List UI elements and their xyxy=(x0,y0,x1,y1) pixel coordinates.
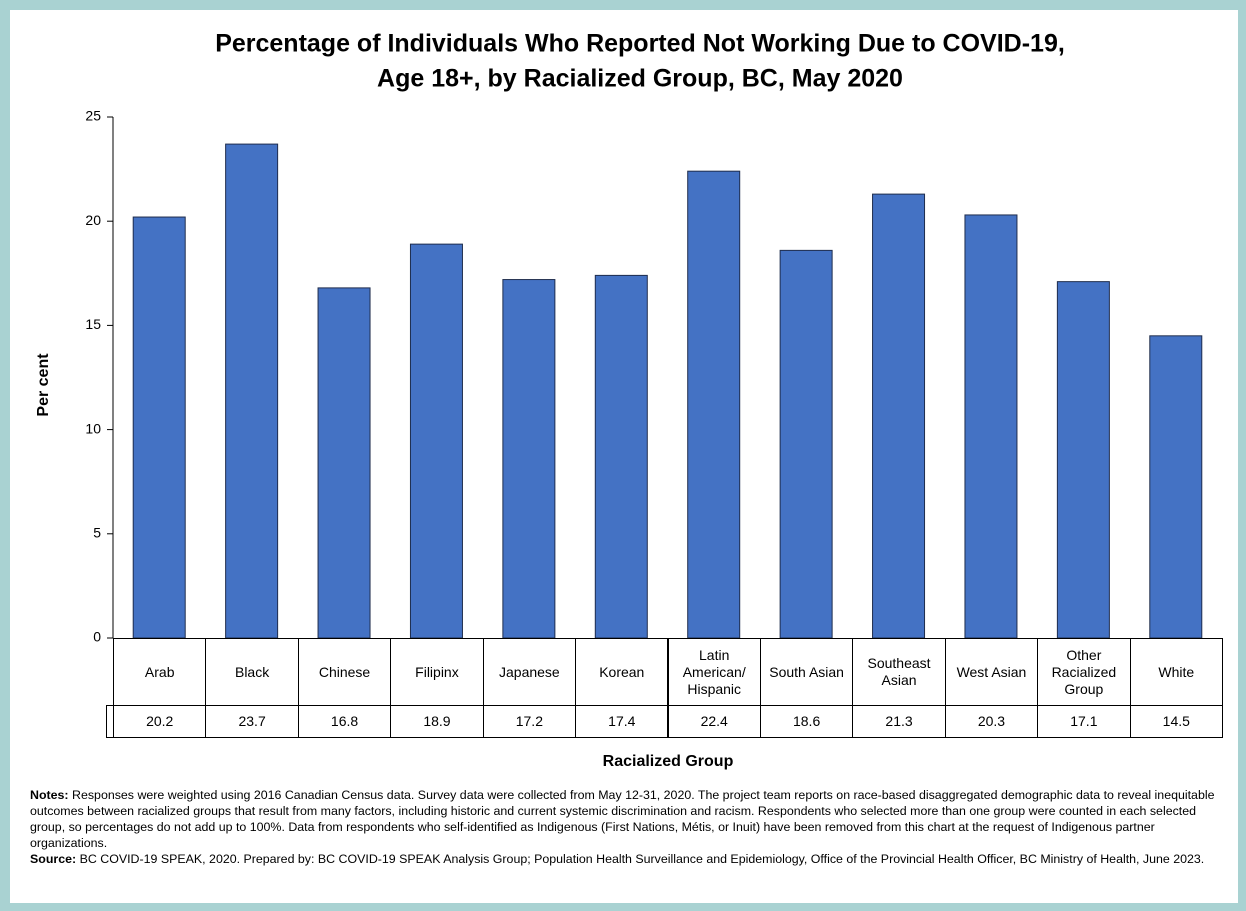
notes-label: Notes: xyxy=(30,788,69,802)
value-cell: 22.4 xyxy=(667,705,761,738)
value-cell: 18.9 xyxy=(390,705,484,738)
notes-text: Responses were weighted using 2016 Canad… xyxy=(30,788,1215,850)
value-cell: 17.4 xyxy=(575,705,669,738)
y-tick-label: 5 xyxy=(93,525,101,541)
bar xyxy=(132,216,186,639)
x-axis-label: Racialized Group xyxy=(603,753,734,770)
bar xyxy=(779,249,833,639)
y-tick-label: 0 xyxy=(93,629,101,645)
y-tick-label: 10 xyxy=(85,420,101,436)
value-cell: 20.2 xyxy=(113,705,207,738)
value-cell: 23.7 xyxy=(205,705,299,738)
bar xyxy=(964,214,1018,639)
y-tick-label: 15 xyxy=(85,316,101,332)
category-cell: Korean xyxy=(575,638,669,706)
category-cell: Latin American/ Hispanic xyxy=(667,638,761,706)
bar xyxy=(1149,335,1203,639)
bar xyxy=(225,143,279,639)
bar xyxy=(687,170,741,639)
category-cell: Filipinx xyxy=(390,638,484,706)
value-cell: 14.5 xyxy=(1129,705,1223,738)
category-cell: West Asian xyxy=(944,638,1039,706)
bar xyxy=(872,193,926,639)
bar xyxy=(502,279,556,639)
value-cell: 17.1 xyxy=(1037,705,1131,738)
category-cell: South Asian xyxy=(759,638,854,706)
value-cell: 17.2 xyxy=(482,705,577,738)
chart-title: Age 18+, by Racialized Group, BC, May 20… xyxy=(377,65,903,93)
value-cell: 18.6 xyxy=(759,705,854,738)
source-text: BC COVID-19 SPEAK, 2020. Prepared by: BC… xyxy=(79,852,1205,866)
bar xyxy=(409,243,463,639)
value-cell: 21.3 xyxy=(852,705,946,738)
category-cell: White xyxy=(1129,638,1223,706)
category-cell: Black xyxy=(205,638,299,706)
category-cell: Japanese xyxy=(482,638,577,706)
category-cell: Arab xyxy=(113,638,207,706)
category-cell: Chinese xyxy=(297,638,392,706)
category-cell: Other Racialized Group xyxy=(1037,638,1131,706)
bar xyxy=(594,274,648,639)
y-tick-label: 25 xyxy=(85,108,101,124)
bar xyxy=(317,287,371,639)
chart-title: Percentage of Individuals Who Reported N… xyxy=(215,30,1065,58)
source-label: Source: xyxy=(30,852,77,866)
category-cell: Southeast Asian xyxy=(852,638,946,706)
value-cell: 20.3 xyxy=(944,705,1039,738)
value-cell: 16.8 xyxy=(297,705,392,738)
notes: Notes: Responses were weighted using 201… xyxy=(30,787,1225,867)
bar xyxy=(1056,281,1110,639)
y-tick-label: 20 xyxy=(85,212,101,228)
y-axis-label: Per cent xyxy=(35,353,52,417)
